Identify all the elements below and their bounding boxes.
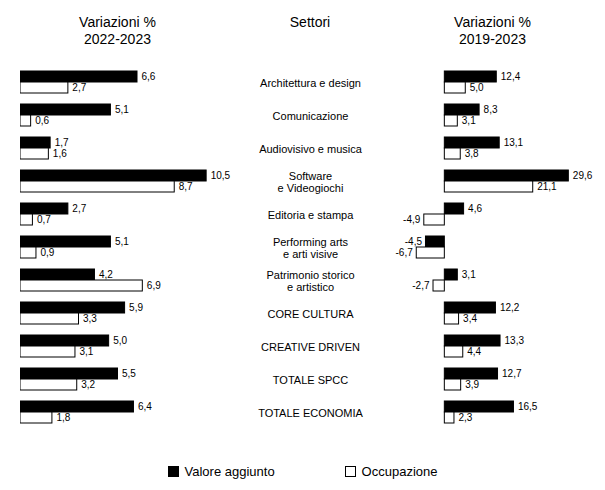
svg-text:-2,7: -2,7 [412, 280, 430, 291]
svg-text:5,0: 5,0 [470, 82, 484, 93]
html-text:Occupazione: Occupazione [361, 464, 438, 479]
svg-text:Audiovisivo e musica: Audiovisivo e musica [259, 143, 363, 155]
svg-text:29,6: 29,6 [573, 170, 593, 181]
svg-text:TOTALE SPCC: TOTALE SPCC [273, 374, 348, 386]
svg-text:Softwaree Videogiochi: Softwaree Videogiochi [278, 170, 344, 194]
svg-text:8,7: 8,7 [179, 181, 193, 192]
svg-text:10,5: 10,5 [211, 170, 231, 181]
svg-text:5,1: 5,1 [115, 104, 129, 115]
svg-text:0,6: 0,6 [35, 115, 49, 126]
svg-text:-4,5: -4,5 [405, 236, 423, 247]
svg-text:1,6: 1,6 [53, 148, 67, 159]
svg-text:Comunicazione: Comunicazione [273, 110, 349, 122]
svg-text:5,9: 5,9 [129, 302, 143, 313]
html-text:Valore aggiunto: Valore aggiunto [184, 464, 275, 479]
svg-text:12,4: 12,4 [501, 71, 521, 82]
svg-text:21,1: 21,1 [537, 181, 557, 192]
svg-text:4,2: 4,2 [99, 269, 113, 280]
html-text:Variazioni % 2022-2023: Variazioni % 2022-2023 [79, 14, 156, 47]
svg-text:16,5: 16,5 [518, 401, 538, 412]
svg-text:5,5: 5,5 [122, 368, 136, 379]
svg-text:Editoria e stampa: Editoria e stampa [268, 209, 354, 221]
html-text:Settori: Settori [289, 14, 331, 30]
svg-text:13,1: 13,1 [504, 137, 524, 148]
svg-text:12,2: 12,2 [500, 302, 520, 313]
svg-text:12,7: 12,7 [502, 368, 522, 379]
svg-text:-6,7: -6,7 [396, 247, 414, 258]
svg-text:3,4: 3,4 [463, 313, 477, 324]
svg-text:4,4: 4,4 [467, 346, 481, 357]
svg-text:13,3: 13,3 [505, 335, 525, 346]
svg-text:3,3: 3,3 [83, 313, 97, 324]
svg-text:-4,9: -4,9 [403, 214, 421, 225]
svg-text:0,7: 0,7 [37, 214, 51, 225]
svg-text:6,4: 6,4 [138, 401, 152, 412]
svg-text:6,6: 6,6 [142, 71, 156, 82]
svg-text:3,2: 3,2 [81, 379, 95, 390]
svg-text:6,9: 6,9 [147, 280, 161, 291]
svg-text:CORE CULTURA: CORE CULTURA [268, 308, 355, 320]
html-text:Variazioni % 2019-2023: Variazioni % 2019-2023 [454, 14, 531, 47]
svg-text:3,1: 3,1 [79, 346, 93, 357]
svg-text:2,3: 2,3 [458, 412, 472, 423]
svg-text:Patrimonio storicoe artistico: Patrimonio storicoe artistico [266, 269, 354, 293]
svg-text:3,1: 3,1 [462, 269, 476, 280]
svg-text:3,1: 3,1 [462, 115, 476, 126]
svg-text:2,7: 2,7 [72, 203, 86, 214]
svg-text:1,7: 1,7 [55, 137, 69, 148]
svg-text:4,6: 4,6 [468, 203, 482, 214]
svg-text:3,8: 3,8 [465, 148, 479, 159]
svg-text:0,9: 0,9 [40, 247, 54, 258]
svg-text:2,7: 2,7 [72, 82, 86, 93]
svg-text:Performing artse arti visive: Performing artse arti visive [273, 236, 349, 260]
svg-text:8,3: 8,3 [484, 104, 498, 115]
svg-text:Architettura e design: Architettura e design [260, 77, 361, 89]
svg-text:TOTALE ECONOMIA: TOTALE ECONOMIA [258, 407, 363, 419]
svg-text:5,0: 5,0 [113, 335, 127, 346]
svg-text:5,1: 5,1 [115, 236, 129, 247]
svg-text:1,8: 1,8 [56, 412, 70, 423]
svg-text:3,9: 3,9 [465, 379, 479, 390]
svg-text:CREATIVE DRIVEN: CREATIVE DRIVEN [261, 341, 360, 353]
